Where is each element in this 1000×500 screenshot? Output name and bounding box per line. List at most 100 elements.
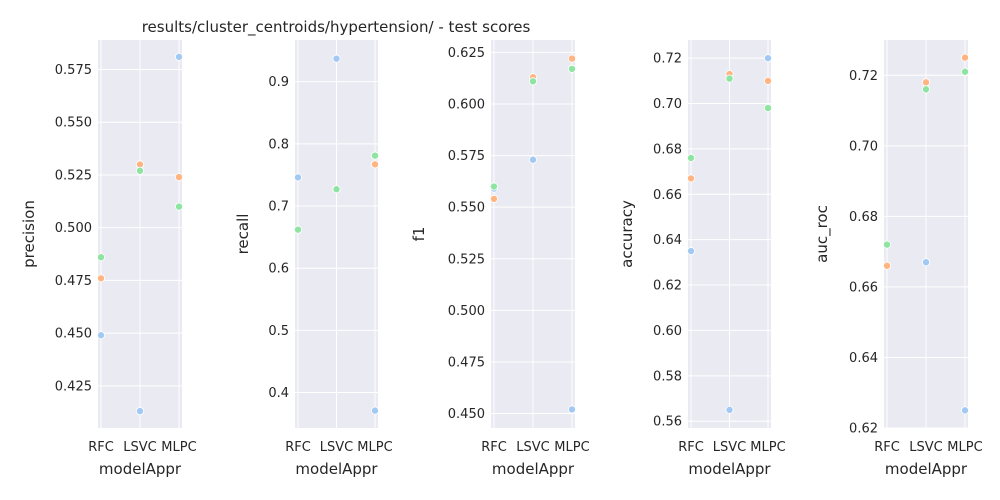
y-tick-label: 0.575	[55, 63, 92, 78]
x-axis-label: modelAppr	[492, 460, 575, 478]
data-point	[174, 173, 183, 182]
panel-auc_roc: 0.62 0.64 0.66 0.68 0.70 0.72 RFC LSVC MLPC model…	[813, 40, 983, 478]
data-point	[135, 407, 144, 416]
y-tick-label: 0.450	[55, 327, 92, 342]
data-point	[174, 52, 183, 61]
x-tick-label: LSVC	[320, 440, 353, 455]
data-point	[332, 185, 341, 194]
y-tick-label: 0.70	[849, 139, 878, 154]
y-tick-label: 0.68	[653, 142, 682, 157]
y-tick-label: 0.525	[448, 252, 485, 267]
panel-precision: 0.425 0.450 0.475 0.500 0.525 0.550 0.575 RFC LS…	[20, 40, 197, 478]
y-tick-label: 0.9	[268, 75, 289, 90]
y-tick-label: 0.525	[55, 168, 92, 183]
data-point	[687, 153, 696, 162]
data-point	[883, 261, 892, 270]
panel-recall: 0.4 0.5 0.6 0.7 0.8 0.9 RFC LSVC MLPC modelAppr re…	[234, 40, 393, 478]
x-tick-label: MLPC	[947, 440, 982, 455]
y-tick-label: 0.550	[55, 116, 92, 131]
data-point	[568, 405, 577, 414]
y-axis-label: precision	[20, 200, 38, 268]
y-tick-label: 0.8	[268, 137, 289, 152]
panel-accuracy: 0.56 0.58 0.60 0.62 0.64 0.66 0.68 0.70 0.72 RFC L…	[618, 40, 786, 478]
y-tick-label: 0.66	[653, 188, 682, 203]
x-axis-label: modelAppr	[99, 460, 182, 478]
x-tick-label: LSVC	[123, 440, 156, 455]
y-tick-label: 0.60	[653, 324, 682, 339]
y-tick-label: 0.58	[653, 369, 682, 384]
x-tick-label: LSVC	[909, 440, 942, 455]
y-tick-label: 0.500	[448, 304, 485, 319]
data-point	[370, 406, 379, 415]
data-point	[135, 166, 144, 175]
y-tick-label: 0.475	[448, 355, 485, 370]
x-tick-label: LSVC	[713, 440, 746, 455]
data-point	[97, 274, 106, 283]
data-point	[97, 253, 106, 262]
y-tick-label: 0.475	[55, 274, 92, 289]
y-axis-label: auc_roc	[813, 205, 832, 263]
data-point	[529, 155, 538, 164]
x-tick-label: RFC	[88, 440, 114, 455]
y-tick-label: 0.64	[849, 351, 878, 366]
data-point	[97, 331, 106, 340]
data-point	[922, 78, 931, 87]
y-tick-label: 0.64	[653, 233, 682, 248]
y-tick-label: 0.66	[849, 280, 878, 295]
y-tick-label: 0.625	[448, 46, 485, 61]
y-tick-label: 0.62	[653, 279, 682, 294]
data-point	[489, 194, 498, 203]
data-point	[961, 67, 970, 76]
data-point	[293, 225, 302, 234]
data-point	[174, 202, 183, 211]
y-tick-label: 0.500	[55, 221, 92, 236]
x-tick-label: RFC	[481, 440, 507, 455]
x-tick-label: MLPC	[357, 440, 392, 455]
panel-f1: 0.450 0.475 0.500 0.525 0.550 0.575 0.600 0.625…	[410, 40, 590, 478]
y-tick-label: 0.450	[448, 407, 485, 422]
y-tick-label: 0.68	[849, 210, 878, 225]
y-tick-label: 0.62	[849, 422, 878, 437]
y-tick-label: 0.425	[55, 379, 92, 394]
x-axis-label: modelAppr	[688, 460, 771, 478]
data-point	[568, 64, 577, 73]
data-point	[370, 160, 379, 169]
data-point	[687, 247, 696, 256]
data-point	[961, 406, 970, 415]
y-tick-label: 0.56	[653, 415, 682, 430]
data-point	[332, 54, 341, 63]
data-point	[764, 104, 773, 113]
data-point	[883, 240, 892, 249]
data-point	[764, 54, 773, 63]
y-tick-label: 0.4	[268, 386, 289, 401]
x-tick-label: RFC	[874, 440, 900, 455]
x-axis-label: modelAppr	[295, 460, 378, 478]
y-tick-label: 0.72	[849, 69, 878, 84]
panels: 0.425 0.450 0.475 0.500 0.525 0.550 0.575 RFC LS…	[20, 40, 983, 478]
y-tick-label: 0.550	[448, 201, 485, 216]
y-tick-label: 0.600	[448, 97, 485, 112]
data-point	[529, 77, 538, 86]
y-tick-label: 0.72	[653, 52, 682, 67]
x-tick-label: RFC	[285, 440, 311, 455]
figure-title: results/cluster_centroids/hypertension/ …	[142, 18, 531, 37]
x-tick-label: RFC	[678, 440, 704, 455]
data-point	[922, 258, 931, 267]
y-tick-label: 0.575	[448, 149, 485, 164]
data-point	[961, 53, 970, 62]
data-point	[568, 54, 577, 63]
data-point	[370, 151, 379, 160]
y-tick-label: 0.70	[653, 97, 682, 112]
y-tick-label: 0.7	[268, 200, 289, 215]
data-point	[725, 74, 734, 83]
data-point	[725, 405, 734, 414]
y-axis-label: recall	[234, 214, 252, 255]
data-point	[489, 182, 498, 191]
data-point	[922, 85, 931, 94]
y-tick-label: 0.6	[268, 262, 289, 277]
y-tick-label: 0.5	[268, 324, 289, 339]
x-axis-label: modelAppr	[885, 460, 968, 478]
y-axis-label: f1	[410, 227, 428, 242]
data-point	[687, 174, 696, 183]
